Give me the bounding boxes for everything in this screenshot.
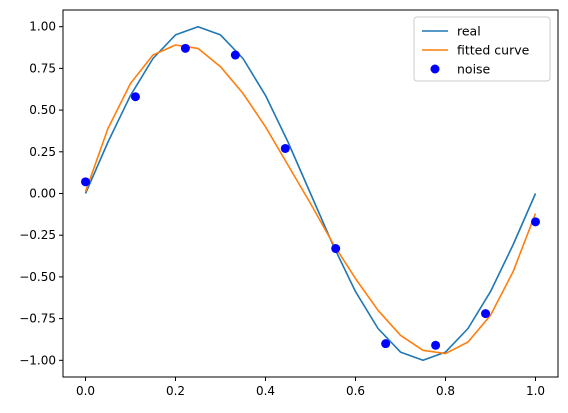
legend-box [413, 16, 551, 82]
y-tick-label: −1.00 [19, 353, 56, 367]
y-tick-label: −0.50 [19, 270, 56, 284]
data-point-noise [531, 217, 540, 227]
data-point-noise [230, 50, 240, 60]
x-tick-label: 0.4 [256, 384, 275, 398]
series-line-fitted-curve [84, 44, 537, 355]
x-tick-label: 0.2 [166, 384, 185, 398]
y-tick-label: 0.75 [29, 61, 56, 75]
y-tick-label: 0.00 [29, 187, 56, 201]
legend-label-fitted-curve: fitted curve [457, 43, 530, 58]
y-tick-label: −0.75 [19, 312, 56, 326]
data-point-noise [180, 43, 190, 53]
series-line-real [84, 25, 537, 362]
legend-label-noise: noise [457, 62, 491, 77]
x-tick-label: 0.8 [436, 384, 455, 398]
legend-swatch-noise [430, 64, 440, 74]
y-axis: 1.00 0.75 0.50 0.25 0.00 −0.25 −0.50 −0.75 −1.00 [19, 20, 63, 367]
data-point-noise [331, 244, 341, 254]
x-axis: 0.0 0.2 0.4 0.6 0.8 1.0 [76, 377, 545, 398]
data-point-noise [280, 143, 290, 153]
series-layer [81, 25, 540, 362]
data-point-noise [481, 309, 491, 319]
data-point-noise [81, 177, 90, 187]
x-tick-label: 0.6 [346, 384, 365, 398]
y-tick-label: 1.00 [29, 20, 56, 34]
data-point-noise [431, 340, 441, 350]
legend-label-real: real [457, 24, 481, 39]
x-tick-label: 0.0 [76, 384, 95, 398]
data-point-noise [381, 339, 391, 349]
data-point-noise [130, 92, 140, 102]
x-tick-label: 1.0 [526, 384, 545, 398]
y-tick-label: −0.25 [19, 228, 56, 242]
y-tick-label: 0.50 [29, 103, 56, 117]
y-tick-label: 0.25 [29, 145, 56, 159]
legend: real fitted curve noise [413, 16, 551, 82]
